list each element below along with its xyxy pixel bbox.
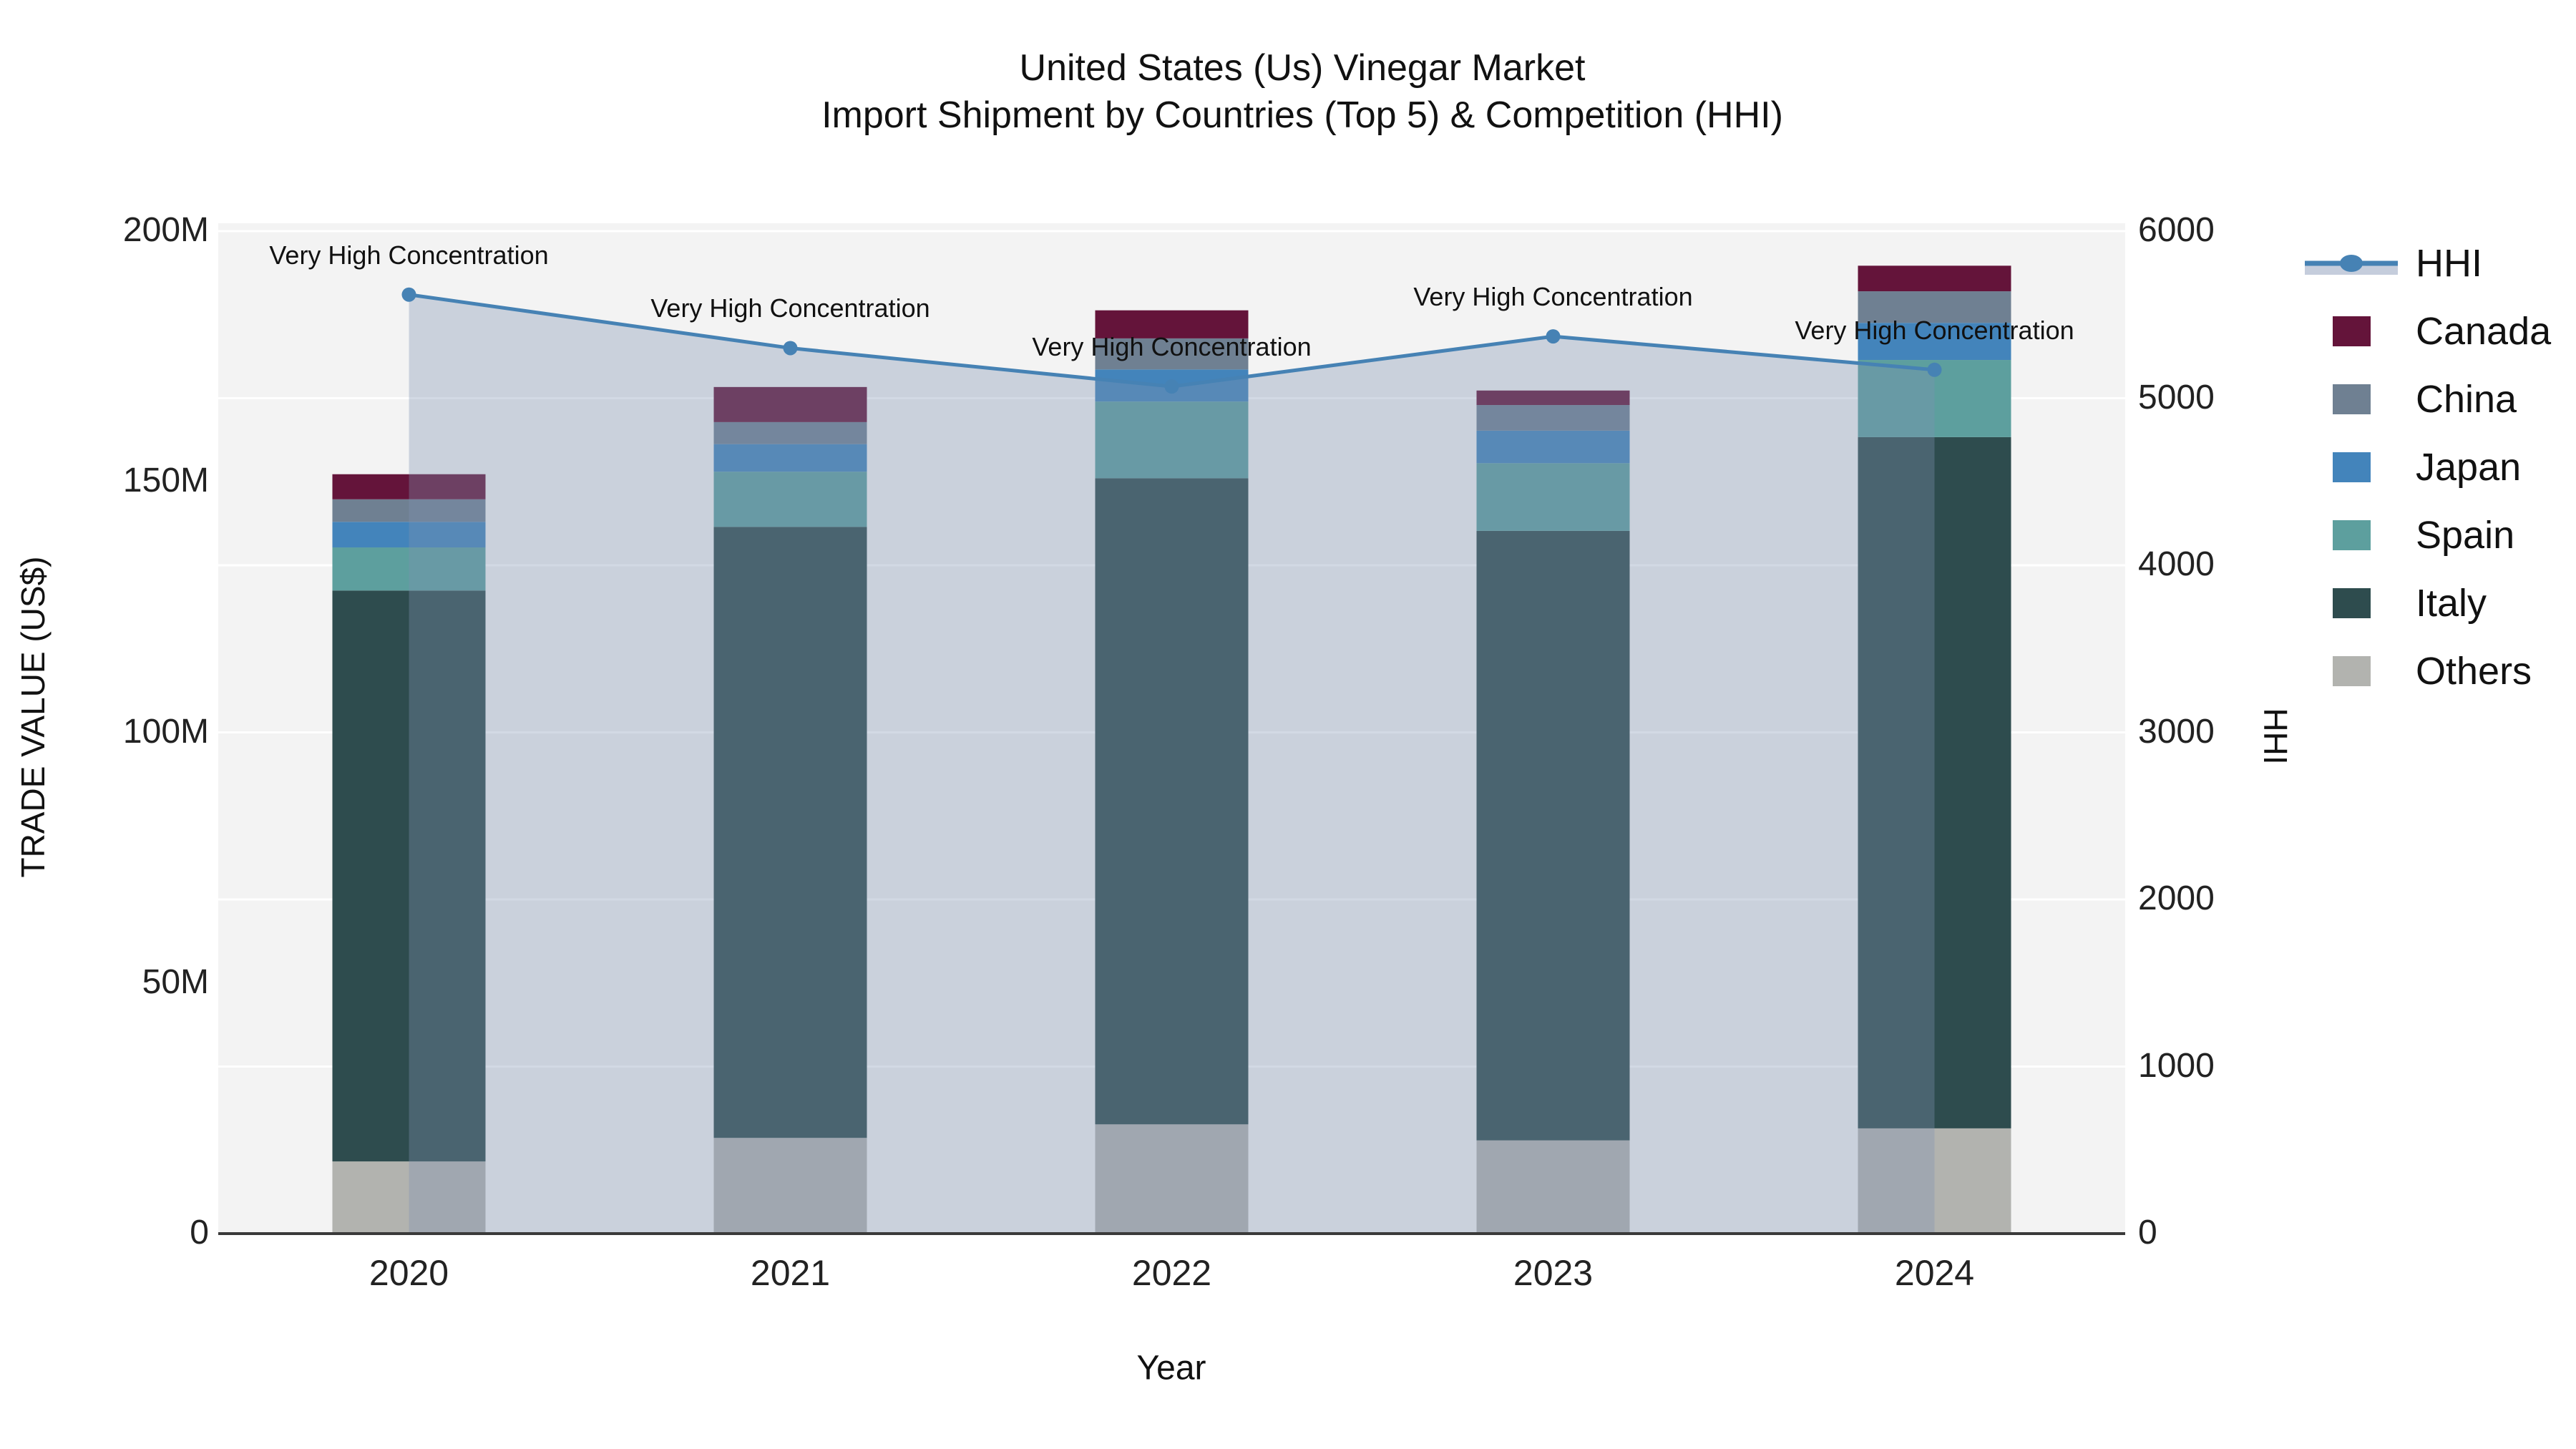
hhi-marker-2020 (401, 287, 416, 302)
bar-segment-spain-2021 (713, 472, 867, 527)
others-color-swatch-icon (2332, 655, 2371, 686)
hhi-marker-2022 (1164, 379, 1179, 394)
legend-label-china: China (2416, 377, 2517, 421)
y-right-axis-title: HHI (2257, 708, 2294, 765)
y-right-tick-4000: 4000 (2138, 545, 2215, 583)
legend-item-china: China (2305, 365, 2551, 433)
legend-swatch-icon (2305, 316, 2398, 346)
x-axis-title: Year (1136, 1349, 1206, 1387)
chart-title: United States (Us) Vinegar Market Import… (29, 44, 2576, 139)
y-left-tick-0: 0 (190, 1214, 209, 1252)
x-tick-2023: 2023 (1513, 1253, 1594, 1293)
legend-item-hhi: HHI (2305, 229, 2551, 297)
legend-swatch-icon (2305, 384, 2398, 414)
bar-segment-china-2021 (713, 421, 867, 444)
legend-swatch-icon (2305, 587, 2398, 618)
legend-swatch-icon (2305, 452, 2398, 482)
y-right-tick-6000: 6000 (2138, 211, 2215, 249)
legend-item-canada: Canada (2305, 297, 2551, 365)
y-left-tick-100M: 100M (122, 712, 209, 751)
bar-segment-others-2022 (1095, 1124, 1249, 1234)
spain-color-swatch-icon (2332, 519, 2371, 550)
legend-label-hhi: HHI (2416, 241, 2482, 285)
bar-segment-spain-2020 (332, 547, 486, 591)
annotation-very-high-concentration-2023: Very High Concentration (1413, 282, 1693, 312)
canada-color-swatch-icon (2332, 316, 2371, 346)
bar-segment-china-2022 (1095, 338, 1249, 370)
bar-segment-spain-2023 (1476, 463, 1630, 531)
legend-swatch-icon (2305, 655, 2398, 686)
y-right-tick-0: 0 (2138, 1214, 2157, 1252)
legend-label-others: Others (2416, 649, 2532, 693)
legend-item-italy: Italy (2305, 569, 2551, 637)
x-tick-2024: 2024 (1894, 1253, 1975, 1293)
bar-segment-others-2021 (713, 1138, 867, 1234)
bar-segment-italy-2023 (1476, 530, 1630, 1141)
hhi-marker-2021 (783, 341, 798, 356)
x-tick-2022: 2022 (1131, 1253, 1212, 1293)
bar-segment-canada-2022 (1095, 310, 1249, 338)
y-right-tick-3000: 3000 (2138, 712, 2215, 751)
x-tick-2021: 2021 (750, 1253, 831, 1293)
bar-segment-italy-2024 (1858, 436, 2011, 1128)
hhi-line-swatch-icon (2305, 248, 2398, 279)
bar-segment-japan-2024 (1858, 323, 2011, 361)
bar-segment-spain-2022 (1095, 401, 1249, 479)
bar-segment-canada-2024 (1858, 265, 2011, 292)
legend-label-japan: Japan (2416, 445, 2522, 489)
annotation-very-high-concentration-2021: Very High Concentration (650, 293, 930, 323)
annotation-very-high-concentration-2024: Very High Concentration (1795, 315, 2074, 345)
hhi-line-swatch-icon (2305, 254, 2398, 275)
chart-title-line2: Import Shipment by Countries (Top 5) & C… (821, 94, 1783, 136)
y-left-tick-150M: 150M (122, 462, 209, 500)
legend-swatch-icon (2305, 519, 2398, 550)
legend-item-spain: Spain (2305, 501, 2551, 569)
japan-color-swatch-icon (2332, 452, 2371, 482)
bar-segment-japan-2023 (1476, 430, 1630, 464)
annotation-very-high-concentration-2022: Very High Concentration (1032, 332, 1312, 362)
bar-segment-china-2023 (1476, 405, 1630, 431)
legend-label-italy: Italy (2416, 581, 2487, 625)
china-color-swatch-icon (2332, 384, 2371, 414)
y-left-tick-50M: 50M (142, 962, 209, 1001)
bar-segment-italy-2021 (713, 527, 867, 1138)
bar-segment-canada-2023 (1476, 390, 1630, 406)
bar-segment-japan-2020 (332, 522, 486, 548)
bar-segment-italy-2022 (1095, 478, 1249, 1125)
x-tick-2020: 2020 (369, 1253, 449, 1293)
y-left-tick-200M: 200M (122, 211, 209, 249)
legend-item-others: Others (2305, 637, 2551, 705)
bar-segment-italy-2020 (332, 590, 486, 1162)
bar-segment-canada-2020 (332, 474, 486, 499)
bar-segment-china-2024 (1858, 291, 2011, 323)
bar-segment-others-2020 (332, 1161, 486, 1234)
italy-color-swatch-icon (2332, 587, 2371, 618)
y-right-tick-2000: 2000 (2138, 879, 2215, 917)
y-right-tick-1000: 1000 (2138, 1046, 2215, 1085)
hhi-area-fill (409, 294, 1935, 1234)
hhi-marker-2023 (1546, 329, 1561, 344)
chart-title-line1: United States (Us) Vinegar Market (1019, 47, 1586, 89)
bar-segment-china-2020 (332, 499, 486, 522)
hhi-marker-2024 (1927, 362, 1942, 377)
legend-item-japan: Japan (2305, 433, 2551, 501)
bar-segment-others-2024 (1858, 1128, 2011, 1234)
bar-segment-others-2023 (1476, 1140, 1630, 1234)
legend-label-canada: Canada (2416, 309, 2552, 353)
y-right-tick-5000: 5000 (2138, 378, 2215, 416)
bar-segment-canada-2021 (713, 386, 867, 422)
annotation-very-high-concentration-2020: Very High Concentration (269, 240, 549, 270)
bar-segment-japan-2021 (713, 444, 867, 472)
legend-label-spain: Spain (2416, 513, 2515, 557)
legend: HHI Canada China Japan Spain Italy Others (2305, 229, 2551, 705)
